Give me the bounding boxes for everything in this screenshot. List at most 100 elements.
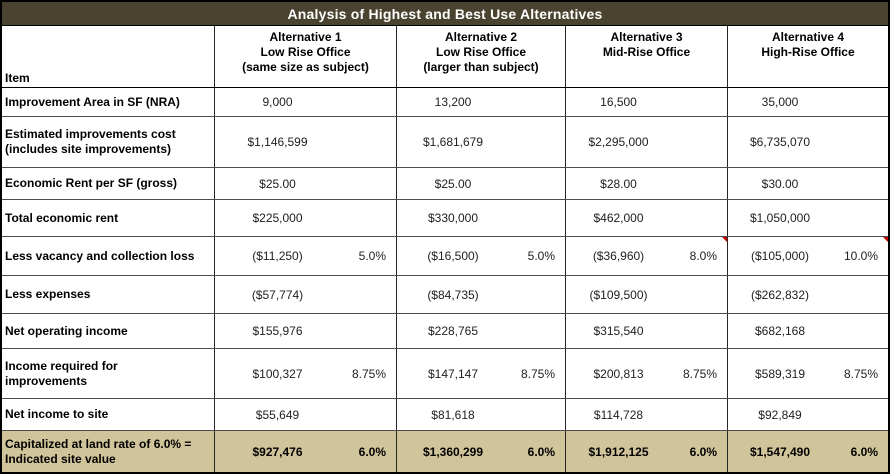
cell-alt3: 16,500: [565, 88, 727, 116]
cell-value: ($16,500): [427, 249, 479, 263]
cell-alt4: ($105,000) 10.0%: [727, 237, 888, 275]
cell-alt2: ($16,500) 5.0%: [396, 237, 565, 275]
cell-value: $30.00: [761, 176, 799, 191]
cell-alt4: $1,050,000: [727, 200, 888, 236]
table-row-total-economic-rent: Total economic rent $225,000 $330,000 $4…: [2, 200, 888, 237]
item-column-header: Item: [5, 71, 30, 85]
cell-value: ($57,774): [251, 287, 304, 302]
cell-alt3: $315,540: [565, 314, 727, 348]
cell-percent: 8.75%: [520, 366, 555, 381]
cell-percent: 6.0%: [527, 444, 555, 459]
cell-percent: 8.75%: [351, 366, 386, 381]
cell-alt2: $81,618: [396, 399, 565, 430]
cell-value: $228,765: [427, 324, 479, 338]
cell-alt4: $6,735,070: [727, 117, 888, 167]
cell-alt1: $225,000: [214, 200, 396, 236]
cell-value: ($105,000): [750, 249, 810, 263]
cell-value: 35,000: [761, 95, 799, 109]
cell-value: ($262,832): [750, 287, 810, 302]
cell-percent: 5.0%: [527, 249, 555, 263]
row-label: Less vacancy and collection loss: [5, 248, 195, 263]
cell-alt3: $200,813 8.75%: [565, 349, 727, 398]
cell-value: $1,050,000: [749, 211, 811, 225]
cell-value: $92,849: [758, 407, 802, 422]
row-label: Improvement Area in SF (NRA): [5, 94, 180, 109]
cell-alt4: $682,168: [727, 314, 888, 348]
cell-value: $155,976: [252, 324, 303, 338]
cell-value: $25.00: [434, 176, 472, 191]
cell-alt1: ($57,774): [214, 276, 396, 313]
cell-alt4: $589,319 8.75%: [727, 349, 888, 398]
cell-value: $682,168: [754, 324, 806, 338]
cell-alt4: $92,849: [727, 399, 888, 430]
cell-alt2: $147,147 8.75%: [396, 349, 565, 398]
table-row-economic-rent-psf: Economic Rent per SF (gross) $25.00 $25.…: [2, 168, 888, 200]
alternative-4-header: Alternative 4 High-Rise Office: [727, 26, 888, 87]
row-label: Capitalized at land rate of 6.0% = Indic…: [5, 436, 192, 466]
cell-value: ($84,735): [427, 287, 479, 302]
cell-value: ($36,960): [592, 249, 645, 263]
cell-value: ($11,250): [252, 249, 303, 263]
cell-percent: 6.0%: [358, 444, 386, 459]
cell-alt4: 35,000: [727, 88, 888, 116]
cell-value: $1,146,599: [247, 135, 308, 149]
cell-value: $927,476: [252, 444, 303, 459]
cell-value: $2,295,000: [588, 135, 649, 149]
alternative-2-header: Alternative 2 Low Rise Office (larger th…: [396, 26, 565, 87]
table-row-net-operating-income: Net operating income $155,976 $228,765 $…: [2, 314, 888, 349]
cell-percent: 6.0%: [689, 444, 717, 459]
cell-alt1: 9,000: [214, 88, 396, 116]
cell-value: $200,813: [593, 366, 644, 381]
cell-alt1: $927,476 6.0%: [214, 431, 396, 472]
cell-value: $1,681,679: [422, 135, 484, 149]
row-label: Income required for improvements: [5, 358, 118, 388]
cell-alt2: $1,360,299 6.0%: [396, 431, 565, 472]
cell-alt3: $114,728: [565, 399, 727, 430]
table-row-improvements-cost: Estimated improvements cost (includes si…: [2, 117, 888, 168]
cell-value: $147,147: [427, 366, 479, 381]
row-label: Economic Rent per SF (gross): [5, 176, 178, 190]
cell-value: $81,618: [431, 407, 475, 422]
cell-alt1: $25.00: [214, 168, 396, 199]
table-row-net-income-to-site: Net income to site $55,649 $81,618 $114,…: [2, 399, 888, 431]
cell-value: $315,540: [593, 324, 644, 338]
cell-value: ($109,500): [589, 287, 648, 302]
cell-alt3: $462,000: [565, 200, 727, 236]
cell-alt1: $55,649: [214, 399, 396, 430]
cell-alt3: $28.00: [565, 168, 727, 199]
cell-value: $55,649: [255, 407, 300, 422]
table-row-vacancy-loss: Less vacancy and collection loss ($11,25…: [2, 237, 888, 276]
cell-alt2: $330,000: [396, 200, 565, 236]
cell-alt2: $1,681,679: [396, 117, 565, 167]
cell-percent: 8.75%: [843, 366, 878, 381]
cell-alt2: ($84,735): [396, 276, 565, 313]
cell-value: $28.00: [600, 176, 637, 191]
cell-alt1: $100,327 8.75%: [214, 349, 396, 398]
table-row-improvement-area: Improvement Area in SF (NRA) 9,000 13,20…: [2, 88, 888, 117]
cell-alt2: 13,200: [396, 88, 565, 116]
table-row-expenses: Less expenses ($57,774) ($84,735) ($109,…: [2, 276, 888, 314]
row-label: Net operating income: [5, 323, 128, 338]
row-label: Estimated improvements cost (includes si…: [5, 127, 176, 156]
cell-value: $1,912,125: [588, 444, 649, 459]
cell-value: $25.00: [259, 176, 296, 191]
cell-alt4: ($262,832): [727, 276, 888, 313]
cell-alt3: $1,912,125 6.0%: [565, 431, 727, 472]
cell-value: 13,200: [434, 95, 472, 109]
comment-marker-icon: [722, 237, 727, 242]
cell-alt1: $155,976: [214, 314, 396, 348]
cell-percent: 6.0%: [850, 444, 878, 459]
cell-value: $6,735,070: [749, 135, 811, 149]
cell-value: 16,500: [600, 95, 637, 109]
cell-value: $1,547,490: [749, 444, 811, 459]
cell-alt3: ($109,500): [565, 276, 727, 313]
cell-value: 9,000: [262, 95, 293, 109]
table-row-income-required: Income required for improvements $100,32…: [2, 349, 888, 399]
cell-alt1: ($11,250) 5.0%: [214, 237, 396, 275]
cell-value: $100,327: [252, 366, 303, 381]
row-label: Net income to site: [5, 407, 109, 421]
cell-percent: 5.0%: [358, 249, 386, 263]
alternative-1-header: Alternative 1 Low Rise Office (same size…: [214, 26, 396, 87]
row-label: Less expenses: [5, 287, 91, 301]
